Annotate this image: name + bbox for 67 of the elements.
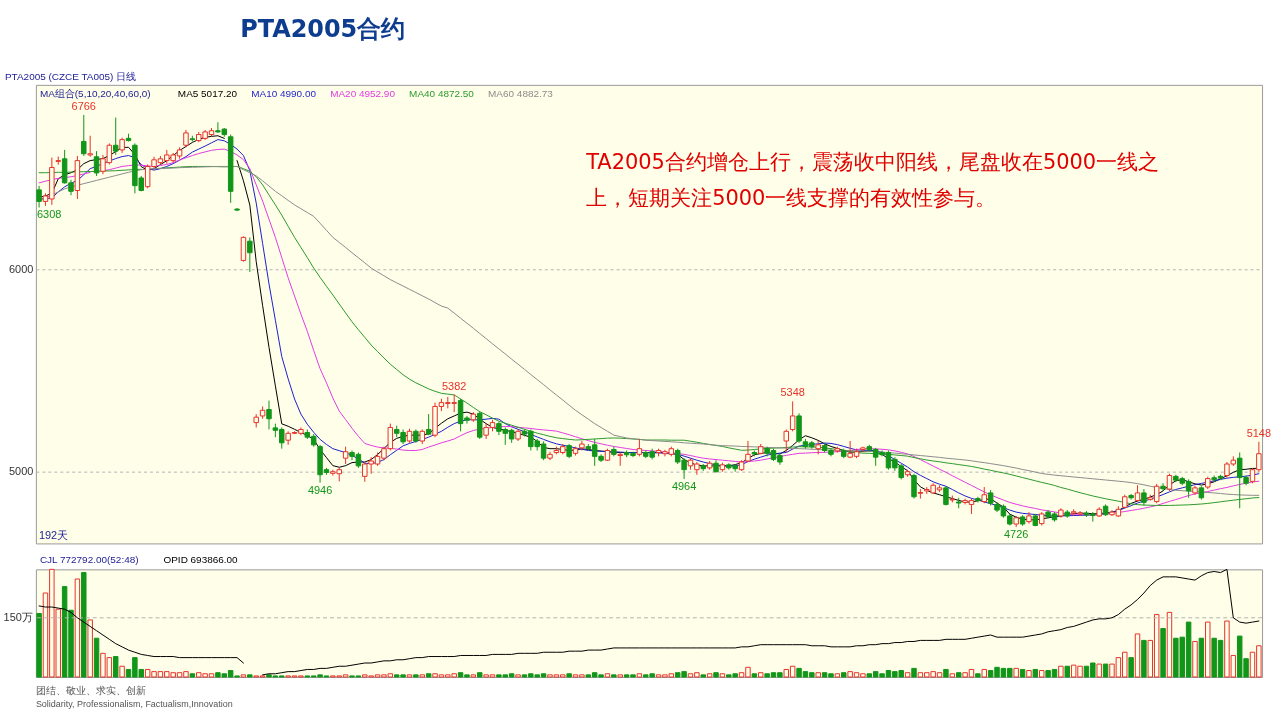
candlestick [247,236,253,273]
bar [1160,628,1166,678]
bar [413,674,419,678]
bar [247,674,253,678]
y-tick-label: 6000 [9,263,34,276]
candlestick [240,235,247,263]
annotation: 192天 [38,529,69,542]
candlestick [87,135,93,158]
chart-subtitle: PTA2005 (CZCE TA005) 日线 [4,70,137,82]
bar [841,672,847,678]
candlestick [783,428,790,454]
text: MA5 5017.20 [177,87,238,99]
bar [425,673,432,678]
candlestick [477,411,483,440]
candlestick [93,150,100,177]
annotation: 6766 [71,99,96,112]
annotation: 4946 [307,483,333,496]
bar [1019,668,1026,678]
bar [911,667,917,678]
legend-title: CJL 772792.00(52:48) [39,554,139,566]
annotation: 6308 [36,208,62,221]
bar [1064,665,1071,678]
y-tick-label: 5000 [9,465,34,478]
bar [566,673,572,678]
text: OPID 693866.00 [163,554,239,566]
ref-line-label: 150万 [3,610,33,623]
candlestick [1128,493,1134,501]
text: 团结、敬业、求实、创新 [35,684,146,696]
annotation: 5348 [780,386,805,399]
bar [1102,663,1109,678]
bar [1032,668,1039,678]
bar [700,674,706,678]
candlestick [81,114,87,157]
text: MA10 4990.00 [251,87,317,99]
bar [975,673,981,678]
bar [1198,637,1205,678]
chart-title: PTA2005合约 [240,15,406,43]
bar [93,637,100,678]
candlestick [1026,511,1032,525]
candlestick [789,400,796,432]
text: MA60 4882.73 [488,87,554,99]
bar [1141,639,1147,678]
bar [955,672,962,678]
text: MA40 4872.50 [409,87,475,99]
bar [943,668,949,678]
bar [713,672,719,678]
text: MA20 4952.90 [330,87,396,99]
text: Solidarity, Professionalism, Factualism,Innovation [35,698,233,709]
candlestick [911,473,917,500]
legend-title: MA组合(5,10,20,40,60,0) [39,87,151,99]
annotation: 5382 [442,379,467,392]
annotation: 4726 [1004,528,1029,541]
bar [112,656,119,678]
bar [36,612,42,678]
bar [477,672,483,678]
annotation: 4964 [671,479,697,492]
bar [81,572,87,678]
annotation: TA2005合约增仓上行，震荡收中阳线，尾盘收在5000一线之上，短期关注5000一线支撑的有效性参与。 [585,149,1160,211]
bar [611,674,617,678]
annotation: 5148 [1246,426,1272,439]
candlestick [112,117,119,156]
bar [1128,657,1134,678]
bar [751,673,758,678]
candlestick [1160,482,1166,492]
candlestick [266,400,272,430]
candlestick [36,185,42,208]
bar [189,673,196,678]
